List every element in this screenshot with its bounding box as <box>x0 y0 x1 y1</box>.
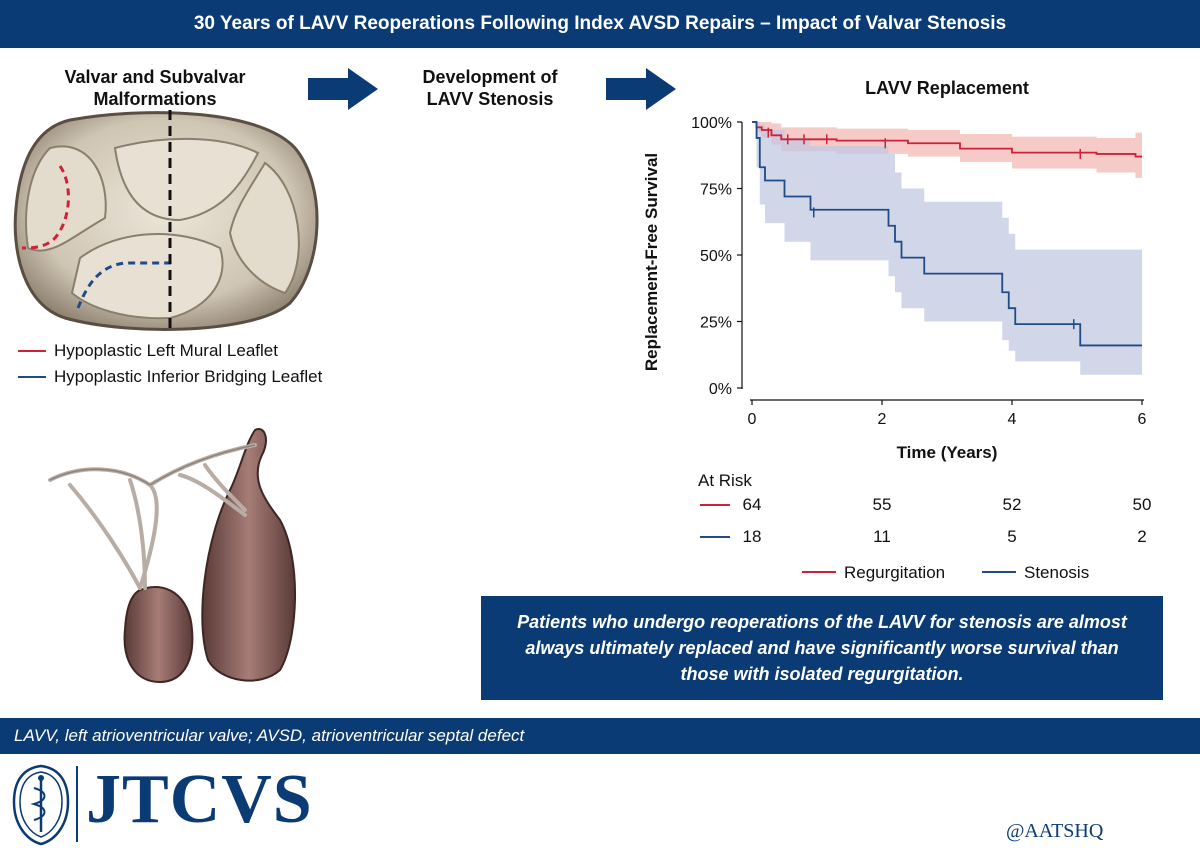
stenosis-heading-line1: Development of <box>422 67 558 87</box>
y-tick-label: 25% <box>700 315 732 332</box>
at-risk-value: 11 <box>873 527 891 546</box>
km-chart: LAVV Replacement Replacement-Free Surviv… <box>630 72 1170 597</box>
subvalvar-illustration <box>48 428 297 684</box>
chart-title: LAVV Replacement <box>865 78 1029 98</box>
right-arrow-icon-2 <box>606 68 676 110</box>
red-line-swatch <box>18 350 46 352</box>
at-risk-value: 2 <box>1137 527 1146 546</box>
x-tick-label: 2 <box>878 411 887 428</box>
abbreviation-text: LAVV, left atrioventricular valve; AVSD,… <box>14 726 525 745</box>
survival-line-stenosis <box>752 121 1142 347</box>
valve-legend-item-bridging: Hypoplastic Inferior Bridging Leaflet <box>18 367 322 387</box>
at-risk-value: 52 <box>1003 495 1022 514</box>
valve-legend-item-mural: Hypoplastic Left Mural Leaflet <box>18 341 322 361</box>
page-title: 30 Years of LAVV Reoperations Following … <box>193 13 1007 34</box>
bridging-leaflet-marker <box>76 261 172 309</box>
km-chart-svg: LAVV Replacement Replacement-Free Surviv… <box>642 78 1151 582</box>
valve-illustration <box>13 110 319 334</box>
at-risk-value: 50 <box>1133 495 1152 514</box>
mural-leaflet-marker <box>21 165 70 250</box>
logo-divider <box>76 766 78 842</box>
at-risk-label: At Risk <box>698 471 752 490</box>
title-banner: 30 Years of LAVV Reoperations Following … <box>0 0 1200 48</box>
malformations-heading-line2: Malformations <box>93 89 217 109</box>
stenosis-heading-line2: LAVV Stenosis <box>426 89 554 109</box>
y-tick-label: 50% <box>700 248 732 265</box>
twitter-handle: @AATSHQ <box>1006 820 1104 842</box>
legend-label-stenosis: Stenosis <box>1024 563 1089 582</box>
survival-line-regurgitation <box>752 121 1142 158</box>
aats-seal-icon <box>12 764 70 846</box>
at-risk-value: 64 <box>743 495 762 514</box>
x-tick-label: 6 <box>1138 411 1147 428</box>
abbreviation-band: LAVV, left atrioventricular valve; AVSD,… <box>0 718 1200 754</box>
legend-label-regurgitation: Regurgitation <box>844 563 945 582</box>
journal-logo: JTCVS <box>86 761 313 838</box>
stenosis-heading: Development of LAVV Stenosis <box>395 66 585 110</box>
valve-legend: Hypoplastic Left Mural Leaflet Hypoplast… <box>18 341 322 387</box>
x-axis-label: Time (Years) <box>897 443 998 462</box>
blue-line-swatch <box>18 376 46 378</box>
conclusion-callout: Patients who undergo reoperations of the… <box>481 596 1163 700</box>
valve-legend-label: Hypoplastic Left Mural Leaflet <box>54 341 278 360</box>
y-tick-label: 100% <box>691 115 732 132</box>
conclusion-text: Patients who undergo reoperations of the… <box>517 612 1127 684</box>
malformations-heading-line1: Valvar and Subvalvar <box>64 67 246 87</box>
y-tick-label: 0% <box>709 381 732 398</box>
x-tick-label: 0 <box>748 411 757 428</box>
malformations-heading: Valvar and Subvalvar Malformations <box>30 66 280 110</box>
y-tick-label: 75% <box>700 182 732 199</box>
confidence-band-regurgitation <box>752 122 1142 178</box>
at-risk-value: 18 <box>743 527 762 546</box>
at-risk-value: 55 <box>873 495 892 514</box>
valve-legend-label: Hypoplastic Inferior Bridging Leaflet <box>54 367 323 386</box>
chart-axes: 0% 25% 50% 75% 100% 0 2 4 6 <box>691 115 1146 428</box>
x-tick-label: 4 <box>1008 411 1017 428</box>
chart-legend: Regurgitation Stenosis <box>802 563 1089 582</box>
confidence-bands <box>752 122 1142 375</box>
confidence-band-stenosis <box>752 122 1142 375</box>
right-arrow-icon <box>308 68 378 110</box>
y-axis-label: Replacement-Free Survival <box>642 153 661 371</box>
at-risk-value: 5 <box>1007 527 1016 546</box>
survival-lines <box>752 121 1142 347</box>
